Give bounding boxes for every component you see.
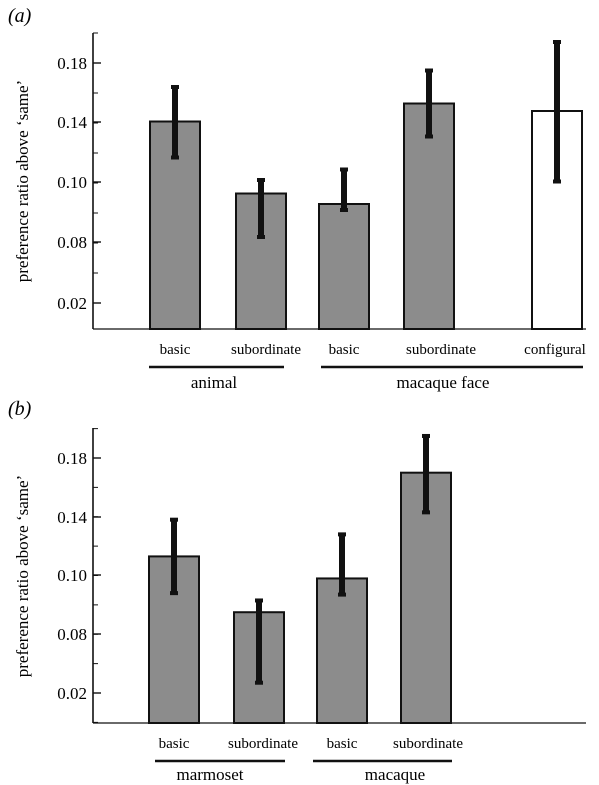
chart-a-bar-3 [403, 102, 455, 330]
chart-a-error-cap-top-4 [553, 40, 561, 44]
chart-b-category-label: subordinate [228, 736, 298, 752]
chart-a-y-tick-label: 0.02 [57, 294, 87, 313]
chart-a-error-cap-bottom-1 [257, 235, 265, 239]
chart-a-category-label: configural [524, 342, 586, 358]
chart-b-error-cap-bottom-2 [338, 592, 346, 597]
chart-b-error-cap-top-3 [422, 433, 430, 438]
chart-b-group-label: marmoset [176, 765, 243, 784]
chart-a-error-cap-bottom-0 [171, 155, 179, 160]
chart-b-bar-2 [316, 577, 368, 724]
chart-a-error-cap-bottom-4 [553, 179, 561, 184]
chart-a-category-label: subordinate [406, 342, 476, 358]
chart-a-group-label: macaque face [397, 373, 490, 392]
chart-b-y-tick-label: 0.10 [57, 566, 87, 585]
chart-a-panel-label: (a) [8, 5, 32, 27]
chart-a-bar-2 [318, 203, 370, 330]
chart-b-y-tick-label: 0.08 [57, 625, 87, 644]
chart-b-error-cap-top-0 [170, 517, 178, 522]
chart-b-y-tick-label: 0.02 [57, 684, 87, 703]
chart-a-y-tick-label: 0.10 [57, 173, 87, 192]
chart-a-group-label: animal [191, 373, 238, 392]
chart-a-error-cap-top-3 [425, 68, 433, 73]
chart-a-error-cap-bottom-2 [340, 208, 348, 212]
chart-b-error-cap-bottom-3 [422, 510, 430, 515]
chart-a-error-cap-bottom-3 [425, 134, 433, 139]
chart-b-y-tick-label: 0.14 [57, 508, 87, 527]
chart-a-y-tick-label: 0.08 [57, 233, 87, 252]
chart-b-y-tick-label: 0.18 [57, 449, 87, 468]
chart-a-category-label: basic [329, 342, 360, 358]
chart-b-error-cap-top-2 [338, 532, 346, 537]
chart-a-error-cap-top-1 [257, 178, 265, 182]
chart-b-error-cap-top-1 [255, 598, 263, 603]
chart-b-panel-label: (b) [8, 398, 32, 420]
chart-b-group-label: macaque [365, 765, 425, 784]
chart-a-y-axis-label: preference ratio above ‘same’ [13, 80, 32, 282]
chart-b-category-label: basic [327, 736, 358, 752]
chart-a-category-label: subordinate [231, 342, 301, 358]
chart-b-error-cap-bottom-0 [170, 591, 178, 596]
chart-b-bar-3 [400, 471, 452, 724]
chart-b-y-axis-label: preference ratio above ‘same’ [13, 475, 32, 677]
chart-a-y-tick-label: 0.14 [57, 113, 87, 132]
chart-a-category-label: basic [160, 342, 191, 358]
chart-a-y-tick-label: 0.18 [57, 54, 87, 73]
chart-a-error-cap-top-0 [171, 85, 179, 89]
chart-a-error-cap-top-2 [340, 167, 348, 172]
chart-b-error-cap-bottom-1 [255, 680, 263, 685]
chart-b-category-label: subordinate [393, 736, 463, 752]
chart-b-category-label: basic [159, 736, 190, 752]
